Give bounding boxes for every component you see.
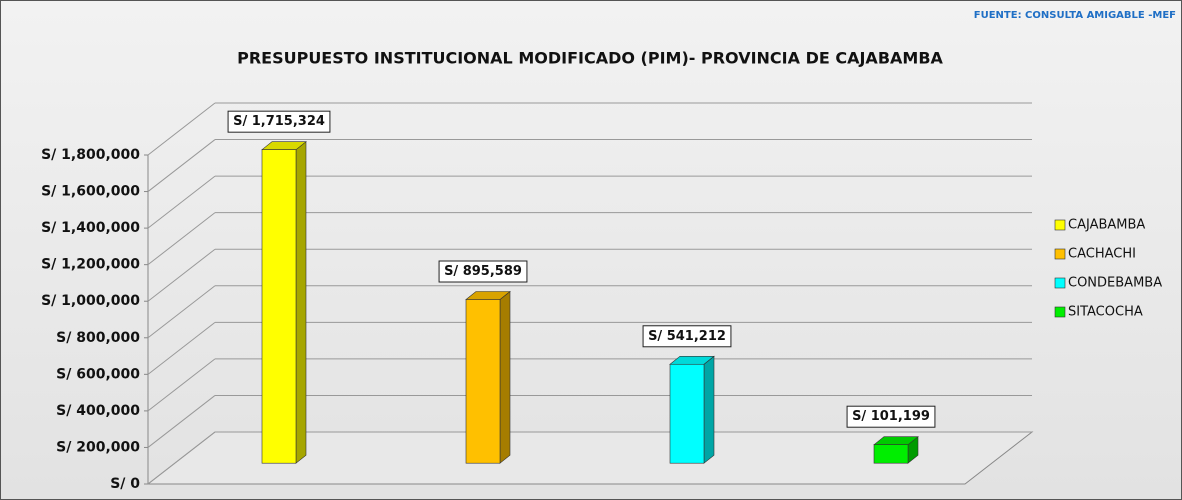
y-tick-label: S/ 1,800,000 [41,147,140,163]
value-label-box [438,260,528,283]
source-note: FUENTE: CONSULTA AMIGABLE -MEF [974,10,1176,21]
grid-line [147,175,216,229]
legend-label: CAJABAMBA [1068,218,1145,233]
bar-side [703,355,715,464]
y-tick-label: S/ 0 [110,476,140,492]
grid-line [147,285,216,339]
value-label-box [227,110,331,133]
bar-side [295,141,307,464]
grid-line [147,212,216,266]
legend-swatch [1054,277,1066,289]
y-tick-label: S/ 1,600,000 [41,184,140,200]
bar [669,363,705,464]
y-tick-label: S/ 800,000 [56,330,140,346]
legend-swatch [1054,248,1066,260]
grid-line [147,248,216,302]
value-label-box [642,325,732,348]
bar-side [499,290,511,464]
grid-line [147,102,216,156]
value-label: S/ 1,715,324 [233,114,325,129]
chart-title: PRESUPUESTO INSTITUCIONAL MODIFICADO (PI… [237,49,943,68]
y-tick-label: S/ 400,000 [56,403,140,419]
value-label-box [846,405,936,428]
y-tick-label: S/ 1,400,000 [41,220,140,236]
y-tick-label: S/ 600,000 [56,366,140,382]
bar [873,444,909,464]
legend-label: CONDEBAMBA [1068,276,1162,291]
legend-label: SITACOCHA [1068,305,1143,320]
value-label: S/ 895,589 [444,264,522,279]
legend-swatch [1054,219,1066,231]
y-tick-label: S/ 200,000 [56,439,140,455]
y-tick-label: S/ 1,200,000 [41,257,140,273]
value-label: S/ 541,212 [648,329,726,344]
bar [465,299,501,464]
y-tick-label: S/ 1,000,000 [41,293,140,309]
value-label: S/ 101,199 [852,409,930,424]
legend-label: CACHACHI [1068,247,1136,262]
legend-swatch [1054,306,1066,318]
grid-line [147,139,216,192]
grid-line [147,395,216,448]
grid-line [147,431,216,485]
grid-line [147,321,216,375]
bar [261,149,297,464]
grid-line [147,358,216,412]
